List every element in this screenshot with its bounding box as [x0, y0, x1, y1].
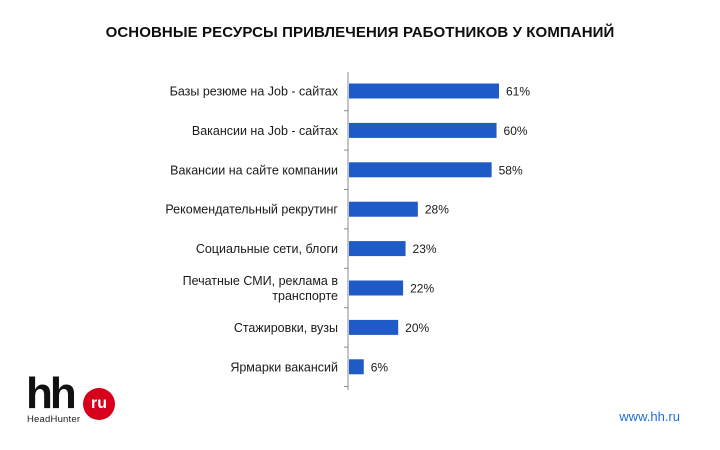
page-title: ОСНОВНЫЕ РЕСУРСЫ ПРИВЛЕЧЕНИЯ РАБОТНИКОВ …: [105, 24, 615, 41]
category-label: Социальные сети, блоги: [196, 242, 338, 256]
category-label: Стажировки, вузы: [234, 321, 338, 335]
category-label: Ярмарки вакансий: [230, 360, 338, 374]
bar: [349, 201, 418, 217]
logo-ru-badge: ru: [83, 388, 115, 420]
category-label: Рекомендательный рекрутинг: [165, 203, 338, 217]
bar: [349, 241, 406, 257]
category-label: Вакансии на Job - сайтах: [192, 124, 339, 138]
headhunter-logo: hh ru HeadHunter: [26, 372, 126, 428]
bar: [349, 122, 497, 138]
bar: [349, 83, 499, 99]
category-label: Печатные СМИ, реклама в транспорте: [183, 274, 339, 303]
value-label: 58%: [499, 163, 523, 177]
value-label: 60%: [504, 124, 528, 138]
value-label: 22%: [410, 282, 434, 296]
bar: [349, 162, 492, 178]
logo-subtitle: HeadHunter: [27, 414, 81, 425]
value-label: 6%: [371, 360, 389, 374]
value-label: 28%: [425, 203, 449, 217]
website-link[interactable]: www.hh.ru: [619, 409, 680, 424]
bar: [349, 359, 364, 375]
category-label: Вакансии на сайте компании: [170, 163, 338, 177]
bar: [349, 319, 399, 335]
value-label: 20%: [405, 321, 429, 335]
logo-hh-mark: hh: [26, 369, 77, 418]
category-label: Базы резюме на Job - сайтах: [170, 85, 339, 99]
value-label: 23%: [413, 242, 437, 256]
bar: [349, 280, 404, 296]
value-label: 61%: [506, 85, 530, 99]
